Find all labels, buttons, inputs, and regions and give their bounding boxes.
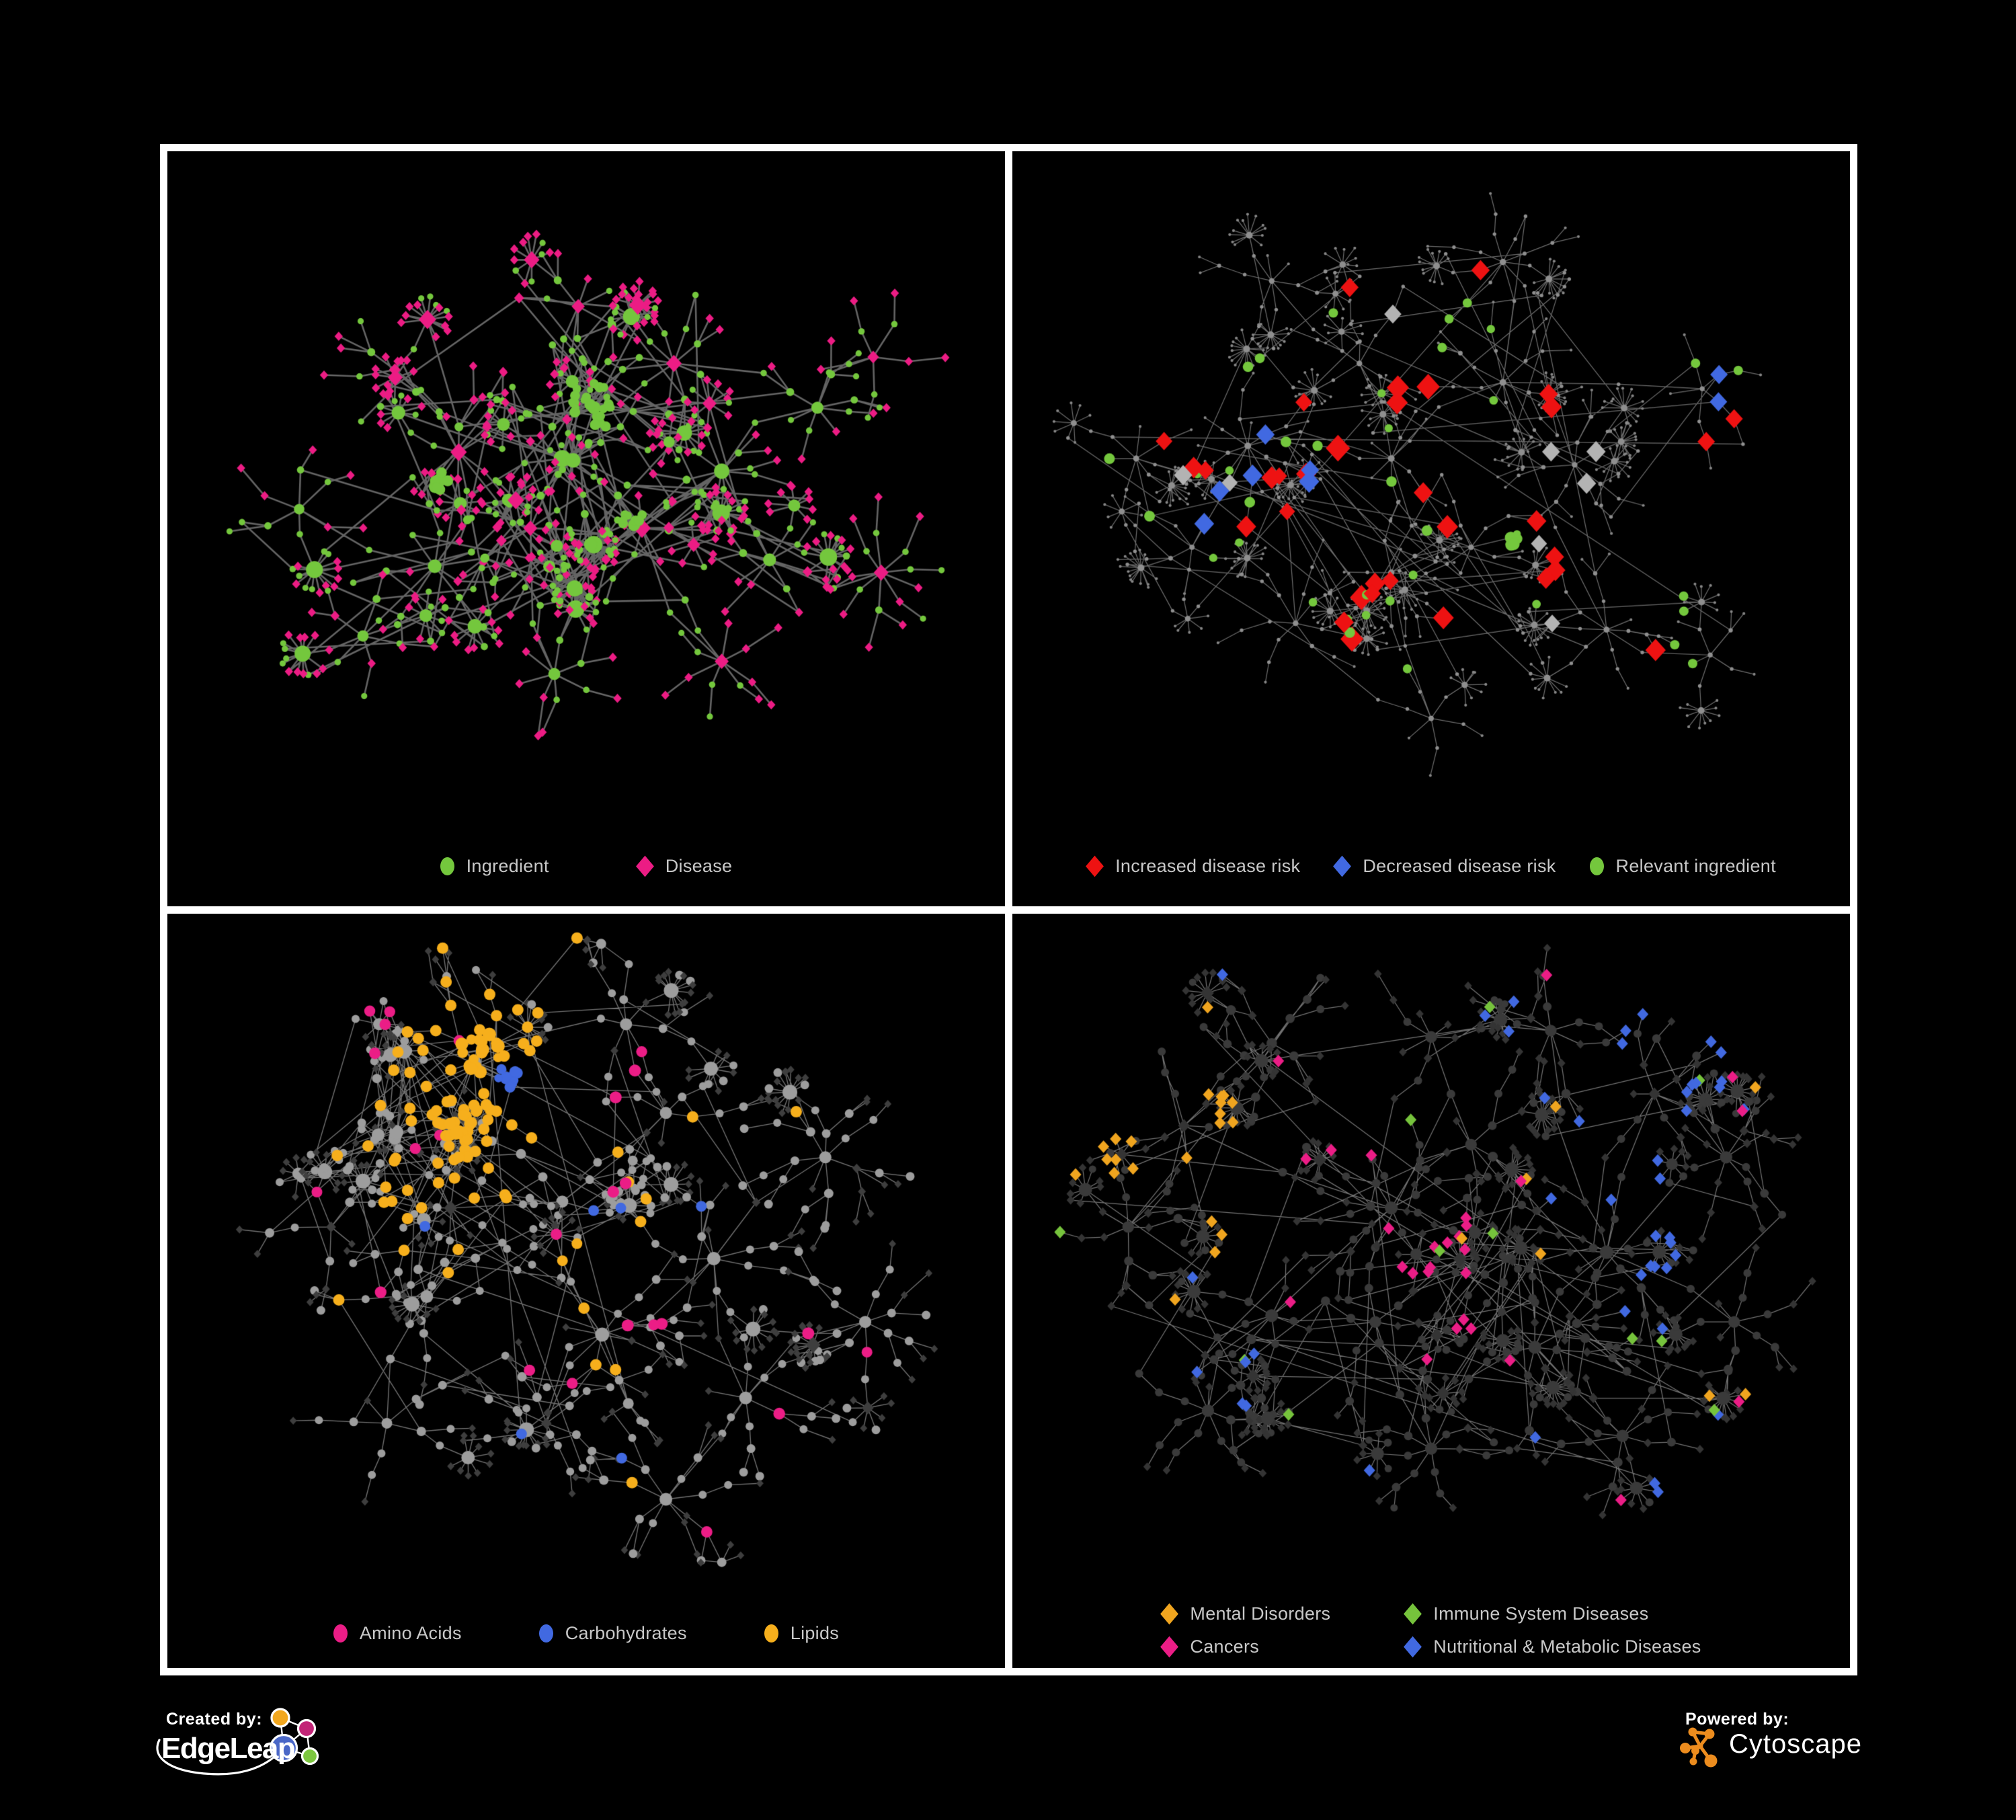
legend-ingredient-disease: Ingredient Disease bbox=[167, 855, 1005, 877]
powered-by-label: Powered by: bbox=[1685, 1710, 1789, 1729]
edgeleap-wordmark: EdgeLeap bbox=[161, 1732, 296, 1765]
edgeleap-node-magenta bbox=[296, 1718, 317, 1739]
legend-diamond-marker bbox=[1404, 1603, 1422, 1625]
cytoscape-wordmark: Cytoscape bbox=[1729, 1729, 1862, 1759]
legend-disease-risk: Increased disease risk Decreased disease … bbox=[1012, 855, 1850, 877]
legend-label: Disease bbox=[665, 855, 733, 876]
legend-label: Immune System Diseases bbox=[1433, 1604, 1649, 1624]
legend-label: Mental Disorders bbox=[1190, 1604, 1331, 1624]
panel-grid: Ingredient Disease Increased disease risk… bbox=[160, 144, 1857, 1675]
panel-nutrient-classes: Amino Acids Carbohydrates Lipids bbox=[167, 913, 1005, 1668]
legend-item: Increased disease risk bbox=[1086, 855, 1301, 877]
legend-circle-marker bbox=[333, 1624, 348, 1643]
created-by-label: Created by: bbox=[166, 1710, 263, 1729]
panel-disease-risk: Increased disease risk Decreased disease … bbox=[1012, 151, 1850, 906]
legend-label: Increased disease risk bbox=[1115, 855, 1301, 876]
legend-item: Amino Acids bbox=[333, 1623, 462, 1644]
legend-label: Decreased disease risk bbox=[1363, 855, 1556, 876]
legend-item: Nutritional & Metabolic Diseases bbox=[1404, 1636, 1701, 1658]
legend-item: Immune System Diseases bbox=[1404, 1603, 1701, 1625]
cytoscape-nodes bbox=[1680, 1727, 1718, 1768]
network-canvas-disease-categories bbox=[1012, 913, 1850, 1668]
edgeleap-node-green bbox=[300, 1747, 319, 1766]
network-canvas-nutrient-classes bbox=[167, 913, 1005, 1668]
panel-disease-categories: Mental Disorders Immune System Diseases Ca… bbox=[1012, 913, 1850, 1668]
legend-label: Ingredient bbox=[466, 855, 549, 876]
legend-circle-marker bbox=[440, 857, 454, 875]
cytoscape-logo bbox=[1680, 1727, 1718, 1768]
legend-item: Disease bbox=[635, 855, 733, 877]
legend-diamond-marker bbox=[1086, 855, 1104, 877]
edgeleap-swoosh bbox=[156, 1739, 280, 1776]
legend-label: Nutritional & Metabolic Diseases bbox=[1433, 1636, 1701, 1657]
legend-diamond-marker bbox=[1333, 855, 1352, 877]
legend-circle-marker bbox=[764, 1624, 778, 1643]
network-canvas-disease-risk bbox=[1012, 151, 1850, 906]
legend-diamond-marker bbox=[1404, 1636, 1422, 1658]
legend-item: Ingredient bbox=[440, 856, 549, 877]
legend-item: Lipids bbox=[764, 1623, 839, 1644]
legend-item: Cancers bbox=[1160, 1636, 1330, 1658]
legend-circle-marker bbox=[1589, 857, 1604, 875]
legend-diamond-marker bbox=[1160, 1603, 1179, 1625]
legend-label: Relevant ingredient bbox=[1615, 855, 1776, 876]
legend-diamond-marker bbox=[635, 855, 654, 877]
legend-disease-categories: Mental Disorders Immune System Diseases Ca… bbox=[1012, 1603, 1850, 1658]
edgeleap-node-blue bbox=[269, 1733, 298, 1763]
legend-label: Carbohydrates bbox=[565, 1623, 687, 1643]
legend-item: Relevant ingredient bbox=[1589, 855, 1776, 877]
legend-circle-marker bbox=[538, 1624, 553, 1643]
legend-item: Carbohydrates bbox=[538, 1623, 687, 1644]
legend-item: Mental Disorders bbox=[1160, 1603, 1331, 1625]
legend-nutrient-classes: Amino Acids Carbohydrates Lipids bbox=[167, 1623, 1005, 1644]
legend-label: Amino Acids bbox=[359, 1623, 462, 1643]
network-canvas-ingredient-disease bbox=[167, 151, 1005, 906]
legend-label: Cancers bbox=[1190, 1636, 1260, 1657]
legend-diamond-marker bbox=[1160, 1636, 1179, 1658]
panel-ingredient-disease: Ingredient Disease bbox=[167, 151, 1005, 906]
legend-item: Decreased disease risk bbox=[1333, 855, 1556, 877]
legend-label: Lipids bbox=[790, 1623, 840, 1643]
edgeleap-node-orange bbox=[270, 1708, 290, 1728]
edgeleap-logo bbox=[156, 1708, 319, 1776]
